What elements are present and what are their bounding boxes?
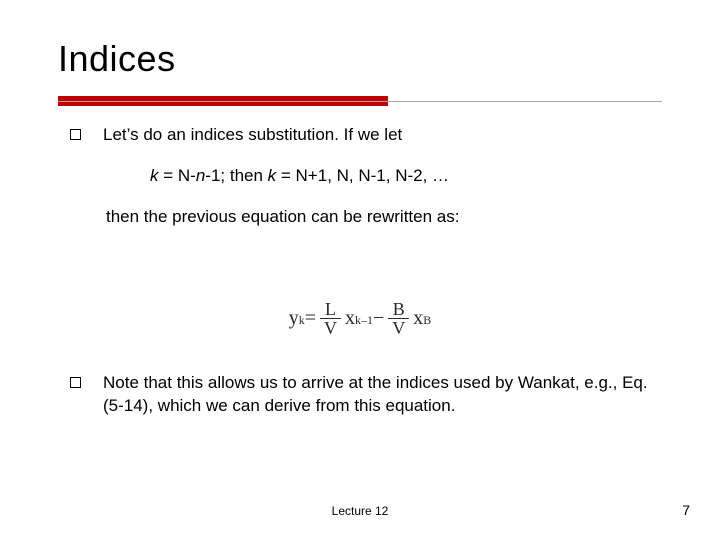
frac1-den: V: [320, 319, 341, 337]
frac2-den: V: [388, 319, 409, 337]
title-rule: [58, 101, 662, 102]
bullet-1-text: Let’s do an indices substitution. If we …: [103, 124, 660, 147]
frac1-num: L: [321, 300, 340, 318]
eq-term1-base: x: [345, 307, 355, 330]
text-fragment: -1; then: [205, 166, 267, 185]
fraction-2: B V: [388, 300, 409, 337]
fraction-1: L V: [320, 300, 341, 337]
slide: Indices Let’s do an indices substitution…: [0, 0, 720, 540]
eq-term2-base: x: [413, 307, 423, 330]
eq-minus: −: [373, 307, 384, 330]
eq-lhs-base: y: [289, 307, 299, 330]
bullet-square-icon: [70, 129, 81, 140]
note-region: Note that this allows us to arrive at th…: [70, 372, 660, 432]
equation: yk = L V xk–1 − B V xB: [289, 300, 432, 337]
equation-block: yk = L V xk–1 − B V xB: [0, 300, 720, 337]
bullet-item: Note that this allows us to arrive at th…: [70, 372, 660, 418]
var-k: k: [150, 166, 159, 185]
var-n: n: [196, 166, 205, 185]
footer-page-number: 7: [682, 502, 690, 518]
slide-title: Indices: [58, 38, 176, 80]
substitution-line: k = N-n-1; then k = N+1, N, N-1, N-2, …: [150, 165, 660, 188]
footer-lecture: Lecture 12: [0, 504, 720, 518]
frac2-num: B: [389, 300, 409, 318]
body-region: Let’s do an indices substitution. If we …: [70, 124, 660, 249]
eq-lhs-sub: k: [299, 313, 305, 328]
text-fragment: = N-: [159, 166, 196, 185]
eq-equals: =: [305, 307, 316, 330]
var-k-2: k: [268, 166, 277, 185]
bullet-2-text: Note that this allows us to arrive at th…: [103, 372, 660, 418]
bullet-item: Let’s do an indices substitution. If we …: [70, 124, 660, 147]
eq-term2-sub: B: [423, 313, 431, 328]
eq-term1-sub: k–1: [355, 313, 373, 328]
bullet-square-icon: [70, 377, 81, 388]
continuation-text: then the previous equation can be rewrit…: [106, 206, 660, 229]
text-fragment: = N+1, N, N-1, N-2, …: [276, 166, 449, 185]
